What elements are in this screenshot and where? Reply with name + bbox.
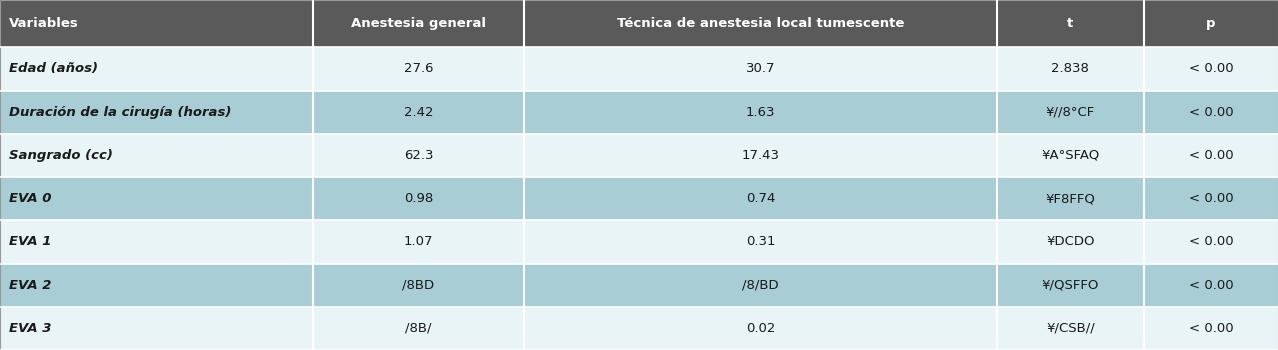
Text: < 0.00: < 0.00 [1189, 235, 1233, 248]
Text: ¥/CSB//: ¥/CSB// [1045, 322, 1095, 335]
Text: EVA 3: EVA 3 [9, 322, 51, 335]
Text: ¥DCDO: ¥DCDO [1047, 235, 1094, 248]
Text: 0.02: 0.02 [746, 322, 774, 335]
Text: EVA 2: EVA 2 [9, 279, 51, 292]
Text: Sangrado (cc): Sangrado (cc) [9, 149, 112, 162]
Text: 27.6: 27.6 [404, 62, 433, 75]
Text: 2.42: 2.42 [404, 106, 433, 119]
Text: < 0.00: < 0.00 [1189, 62, 1233, 75]
Text: Anestesia general: Anestesia general [351, 17, 486, 30]
Bar [0, 47, 1278, 91]
Text: ¥F8FFQ: ¥F8FFQ [1045, 192, 1095, 205]
Text: 0.74: 0.74 [746, 192, 774, 205]
Text: 1.63: 1.63 [745, 106, 776, 119]
Text: 30.7: 30.7 [745, 62, 776, 75]
Text: 0.31: 0.31 [745, 235, 776, 248]
Text: ¥A°SFAQ: ¥A°SFAQ [1042, 149, 1099, 162]
Bar [0, 307, 1278, 350]
Text: < 0.00: < 0.00 [1189, 279, 1233, 292]
Bar [0, 134, 1278, 177]
Text: 0.98: 0.98 [404, 192, 433, 205]
Text: EVA 1: EVA 1 [9, 235, 51, 248]
Text: t: t [1067, 17, 1074, 30]
Text: Variables: Variables [9, 17, 79, 30]
Text: < 0.00: < 0.00 [1189, 322, 1233, 335]
Bar [0, 177, 1278, 220]
Text: 62.3: 62.3 [404, 149, 433, 162]
Text: 1.07: 1.07 [404, 235, 433, 248]
Text: p: p [1206, 17, 1215, 30]
Bar [0, 220, 1278, 264]
Text: Técnica de anestesia local tumescente: Técnica de anestesia local tumescente [617, 17, 904, 30]
Text: /8BD: /8BD [403, 279, 435, 292]
Text: Duración de la cirugía (horas): Duración de la cirugía (horas) [9, 106, 231, 119]
Text: /8/BD: /8/BD [743, 279, 778, 292]
Text: < 0.00: < 0.00 [1189, 149, 1233, 162]
Bar [0, 264, 1278, 307]
Text: ¥/QSFFO: ¥/QSFFO [1042, 279, 1099, 292]
Text: EVA 0: EVA 0 [9, 192, 51, 205]
Bar [0, 0, 1278, 47]
Text: < 0.00: < 0.00 [1189, 192, 1233, 205]
Text: ¥//8°CF: ¥//8°CF [1045, 106, 1095, 119]
Text: 17.43: 17.43 [741, 149, 780, 162]
Text: < 0.00: < 0.00 [1189, 106, 1233, 119]
Text: 2.838: 2.838 [1052, 62, 1089, 75]
Text: /8B/: /8B/ [405, 322, 432, 335]
Bar [0, 91, 1278, 134]
Text: Edad (años): Edad (años) [9, 62, 98, 75]
